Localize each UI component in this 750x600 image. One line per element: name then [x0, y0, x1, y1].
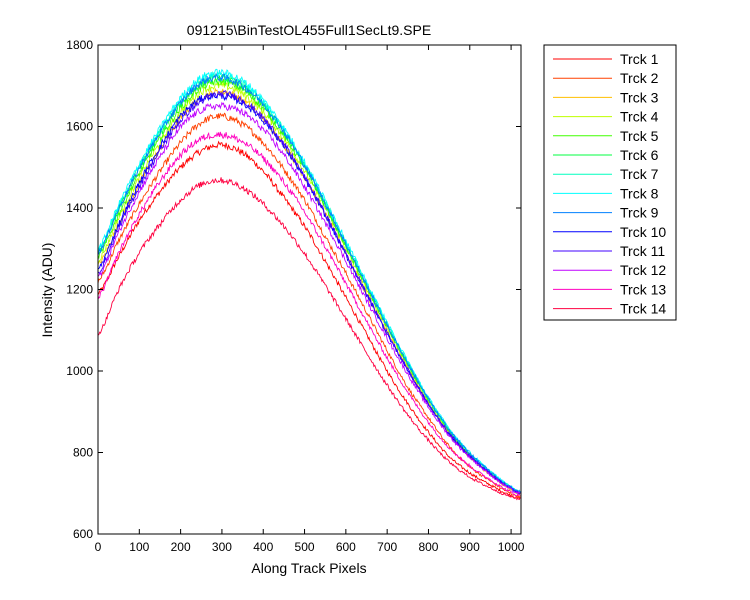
legend-label: Trck 6 — [620, 147, 659, 163]
y-tick-label: 600 — [73, 527, 93, 541]
legend-label: Trck 5 — [620, 128, 659, 144]
y-tick-label: 800 — [73, 446, 93, 460]
legend-label: Trck 10 — [620, 224, 666, 240]
x-tick-label: 600 — [336, 540, 356, 554]
series-line-9 — [97, 72, 521, 493]
x-tick-label: 700 — [377, 540, 397, 554]
legend-label: Trck 9 — [620, 205, 659, 221]
y-tick-label: 1000 — [66, 364, 93, 378]
y-tick-label: 1400 — [66, 201, 93, 215]
legend-label: Trck 14 — [620, 301, 666, 317]
y-tick-label: 1800 — [66, 38, 93, 52]
x-axis-label: Along Track Pixels — [251, 560, 366, 576]
x-tick-label: 400 — [253, 540, 273, 554]
series-line-11 — [97, 89, 521, 495]
legend: Trck 1 Trck 2 Trck 3 Trck 4 Trck 5 Trck 6 Trck… — [543, 44, 677, 321]
x-tick-label: 0 — [95, 540, 102, 554]
y-axis-ticks: 600 800 1000 1200 1400 1600 1800 — [66, 38, 521, 541]
x-axis-ticks: 0 100 200 300 400 500 600 700 800 900 1000 — [95, 45, 525, 554]
series-line-12 — [97, 101, 521, 495]
legend-label: Trck 4 — [620, 109, 659, 125]
x-tick-label: 500 — [295, 540, 315, 554]
series-group — [97, 68, 521, 501]
series-line-1 — [97, 140, 521, 499]
series-line-14 — [97, 177, 521, 501]
legend-label: Trck 8 — [620, 185, 659, 201]
legend-label: Trck 12 — [620, 262, 666, 278]
x-tick-label: 300 — [212, 540, 232, 554]
legend-label: Trck 13 — [620, 281, 666, 297]
y-tick-label: 1200 — [66, 283, 93, 297]
series-line-13 — [97, 131, 521, 497]
y-tick-label: 1600 — [66, 120, 93, 134]
legend-label: Trck 2 — [620, 70, 659, 86]
x-tick-label: 200 — [171, 540, 191, 554]
chart-title: 091215\BinTestOL455Full1SecLt9.SPE — [187, 22, 431, 38]
y-axis-label: Intensity (ADU) — [39, 243, 55, 338]
legend-label: Trck 1 — [620, 51, 659, 67]
legend-label: Trck 11 — [620, 243, 665, 259]
legend-box — [543, 44, 677, 321]
x-tick-label: 900 — [460, 540, 480, 554]
x-tick-label: 800 — [418, 540, 438, 554]
legend-label: Trck 7 — [620, 166, 659, 182]
legend-label: Trck 3 — [620, 89, 659, 105]
x-tick-label: 100 — [129, 540, 149, 554]
x-tick-label: 1000 — [498, 540, 525, 554]
